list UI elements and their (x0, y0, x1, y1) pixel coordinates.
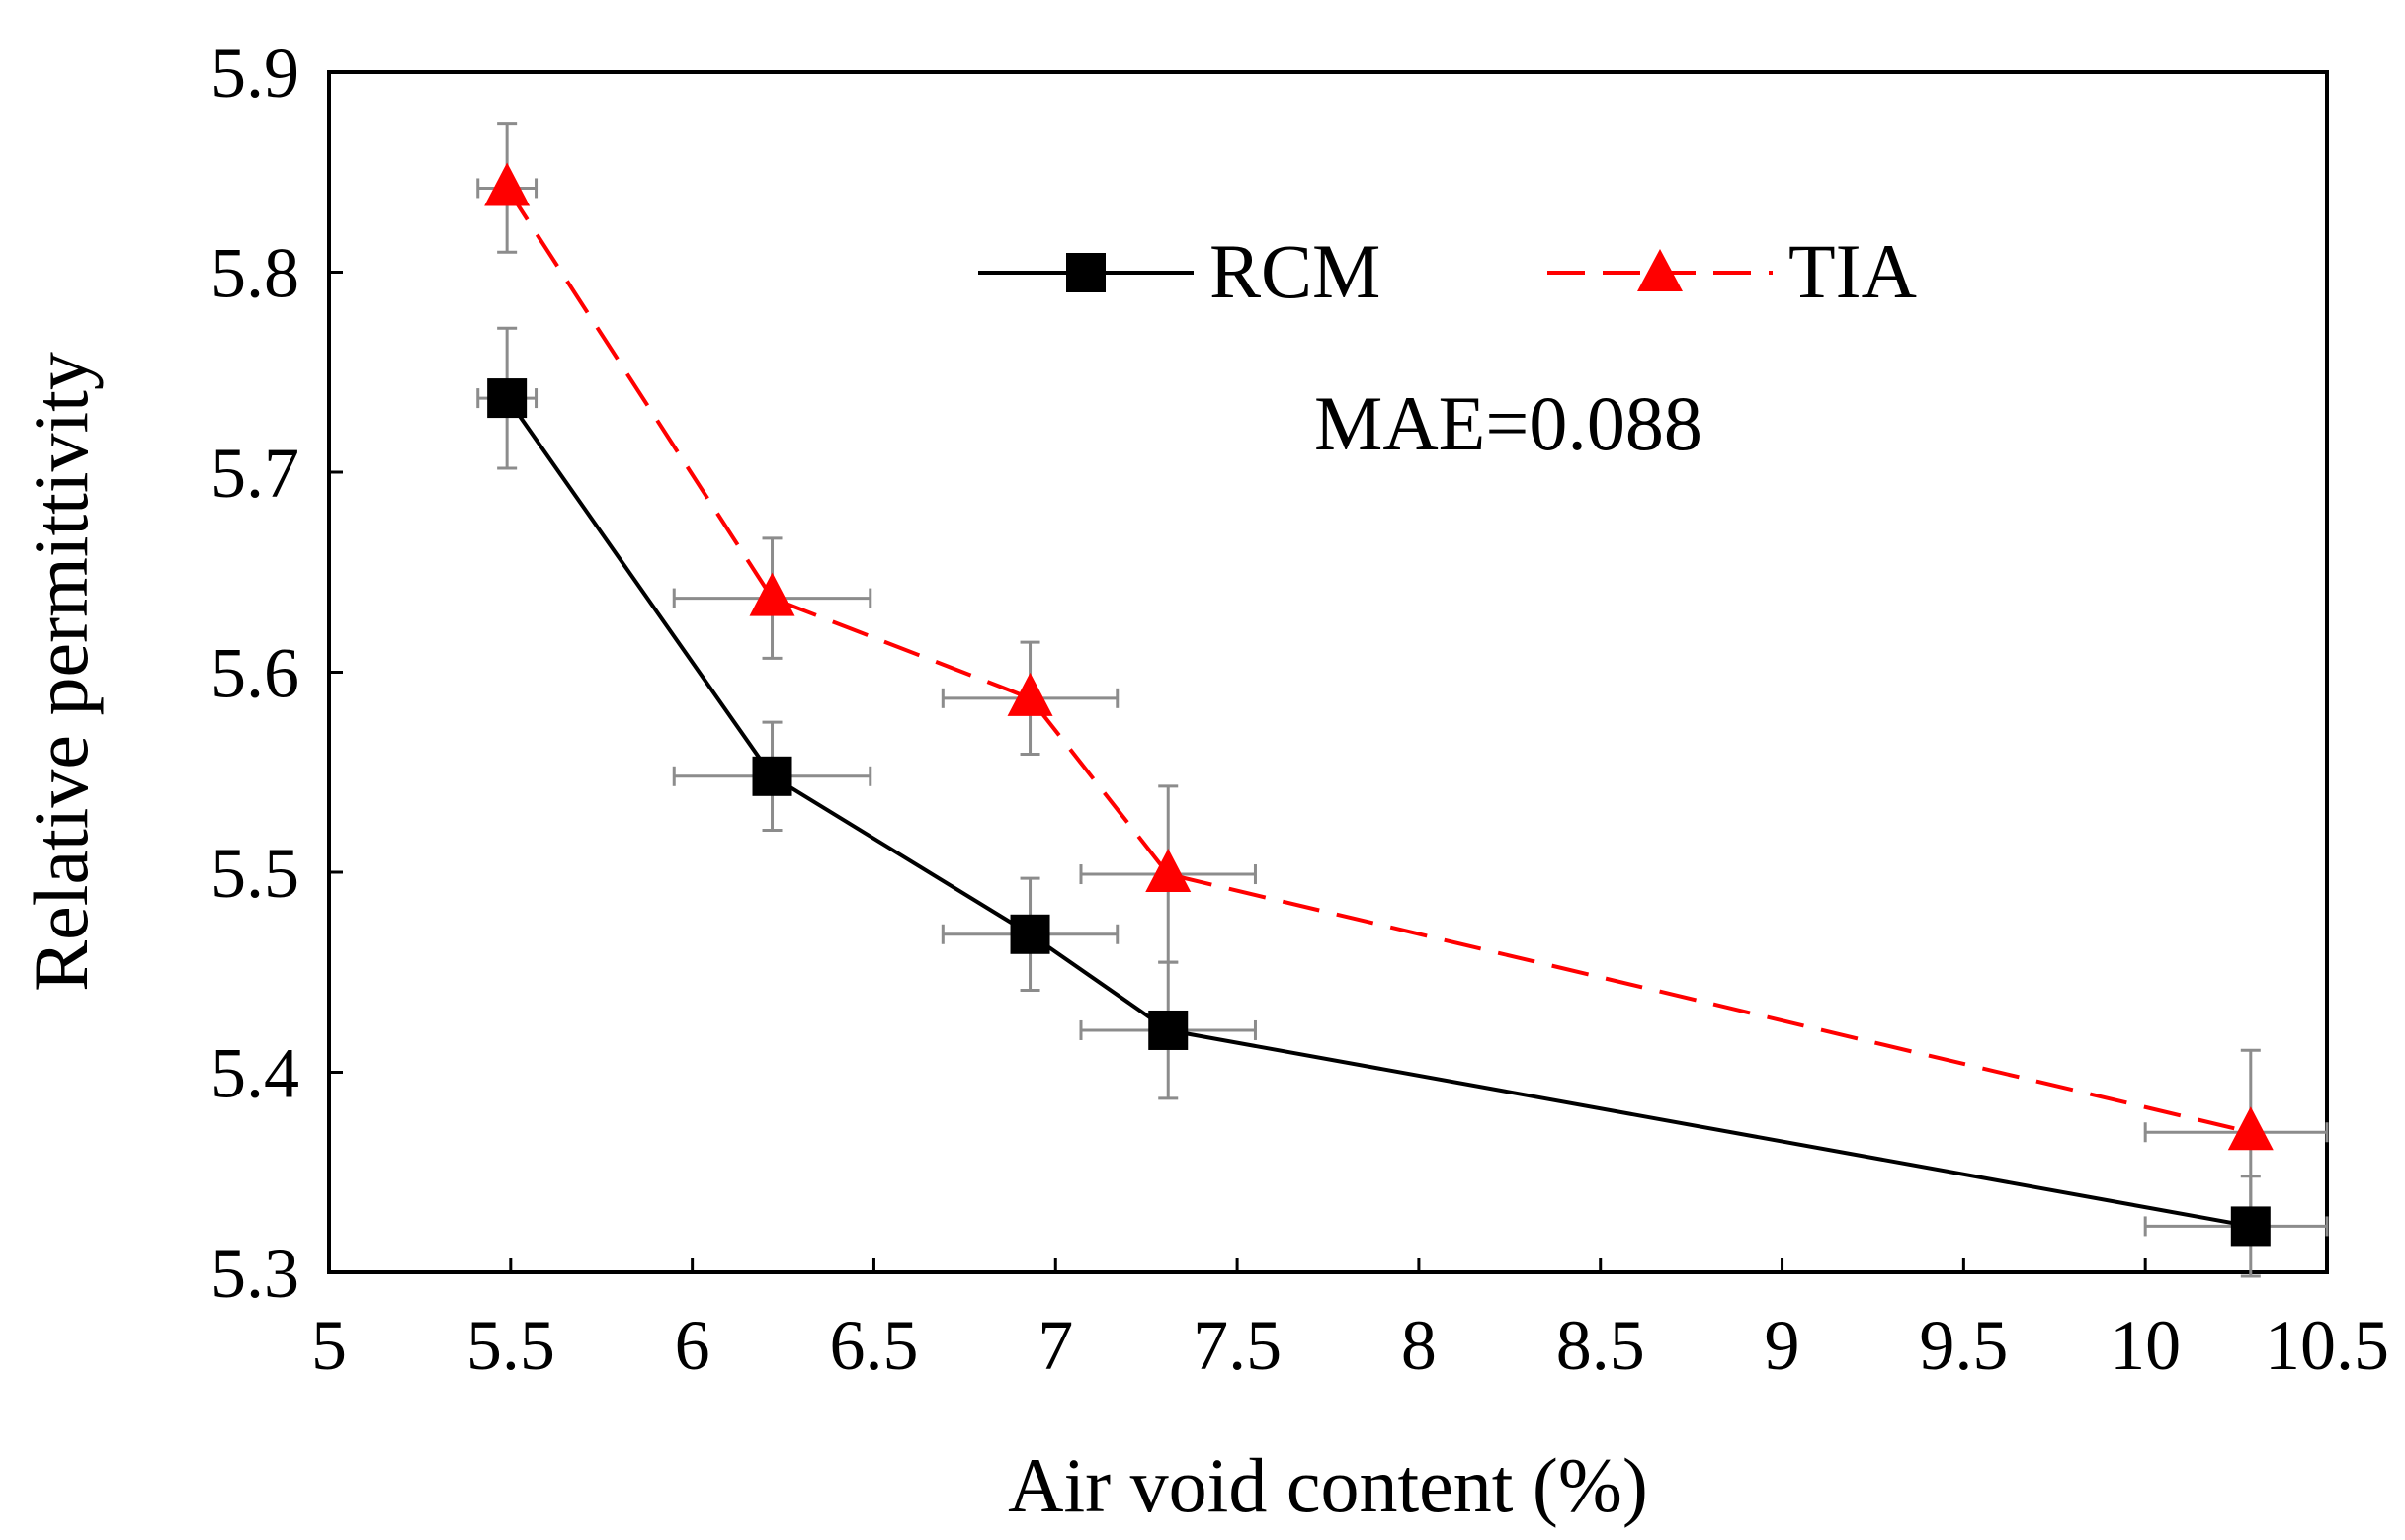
rcm-data-point (487, 378, 528, 419)
y-tick-label: 5.3 (210, 1234, 299, 1313)
x-axis: 5 5.5 6 6.5 7 7.5 8 8.5 9 9.5 10 10.5 (311, 1258, 2389, 1385)
x-tick-label: 9 (1765, 1306, 1800, 1385)
y-tick-label: 5.5 (210, 834, 299, 913)
y-axis: 5.3 5.4 5.5 5.6 5.7 5.8 5.9 (210, 34, 343, 1313)
x-tick-label: 5 (311, 1306, 347, 1385)
legend-tia-marker (1637, 249, 1683, 291)
tia-data-point (1145, 849, 1192, 893)
rcm-data-point (1148, 1010, 1189, 1050)
legend-rcm-label: RCM (1209, 228, 1380, 314)
y-tick-label: 5.6 (210, 634, 299, 713)
x-axis-title: Air void content (%) (1008, 1442, 1648, 1528)
x-tick-label: 10.5 (2265, 1306, 2389, 1385)
series-markers (484, 162, 2274, 1247)
x-tick-label: 8 (1401, 1306, 1437, 1385)
series-line-rcm (505, 396, 2252, 1229)
legend: RCM TIA (978, 228, 1917, 314)
tia-data-point (484, 162, 531, 206)
x-tick-label: 9.5 (1919, 1306, 2008, 1385)
legend-tia-label: TIA (1788, 228, 1917, 314)
y-tick-label: 5.9 (210, 34, 299, 113)
x-tick-label: 6 (675, 1306, 710, 1385)
series-line-tia (505, 187, 2252, 1135)
x-tick-label: 5.5 (466, 1306, 555, 1385)
tia-data-point (749, 572, 795, 616)
mae-annotation: MAE=0.088 (1314, 380, 1702, 466)
x-tick-label: 7 (1037, 1306, 1073, 1385)
rcm-data-point (752, 756, 792, 796)
x-tick-label: 10 (2110, 1306, 2181, 1385)
series-lines (505, 187, 2252, 1229)
rcm-data-point (1010, 914, 1050, 954)
tia-data-point (2227, 1106, 2274, 1151)
rcm-data-point (2230, 1206, 2271, 1247)
y-tick-label: 5.8 (210, 234, 299, 313)
y-axis-title: Relative permittivity (18, 352, 104, 992)
y-tick-label: 5.7 (210, 434, 299, 513)
error-bars (476, 122, 2329, 1278)
legend-rcm-marker (1066, 253, 1106, 292)
tia-data-point (1007, 672, 1053, 716)
y-tick-label: 5.4 (210, 1034, 299, 1113)
x-tick-label: 6.5 (829, 1306, 918, 1385)
x-tick-label: 7.5 (1193, 1306, 1282, 1385)
x-tick-label: 8.5 (1556, 1306, 1645, 1385)
